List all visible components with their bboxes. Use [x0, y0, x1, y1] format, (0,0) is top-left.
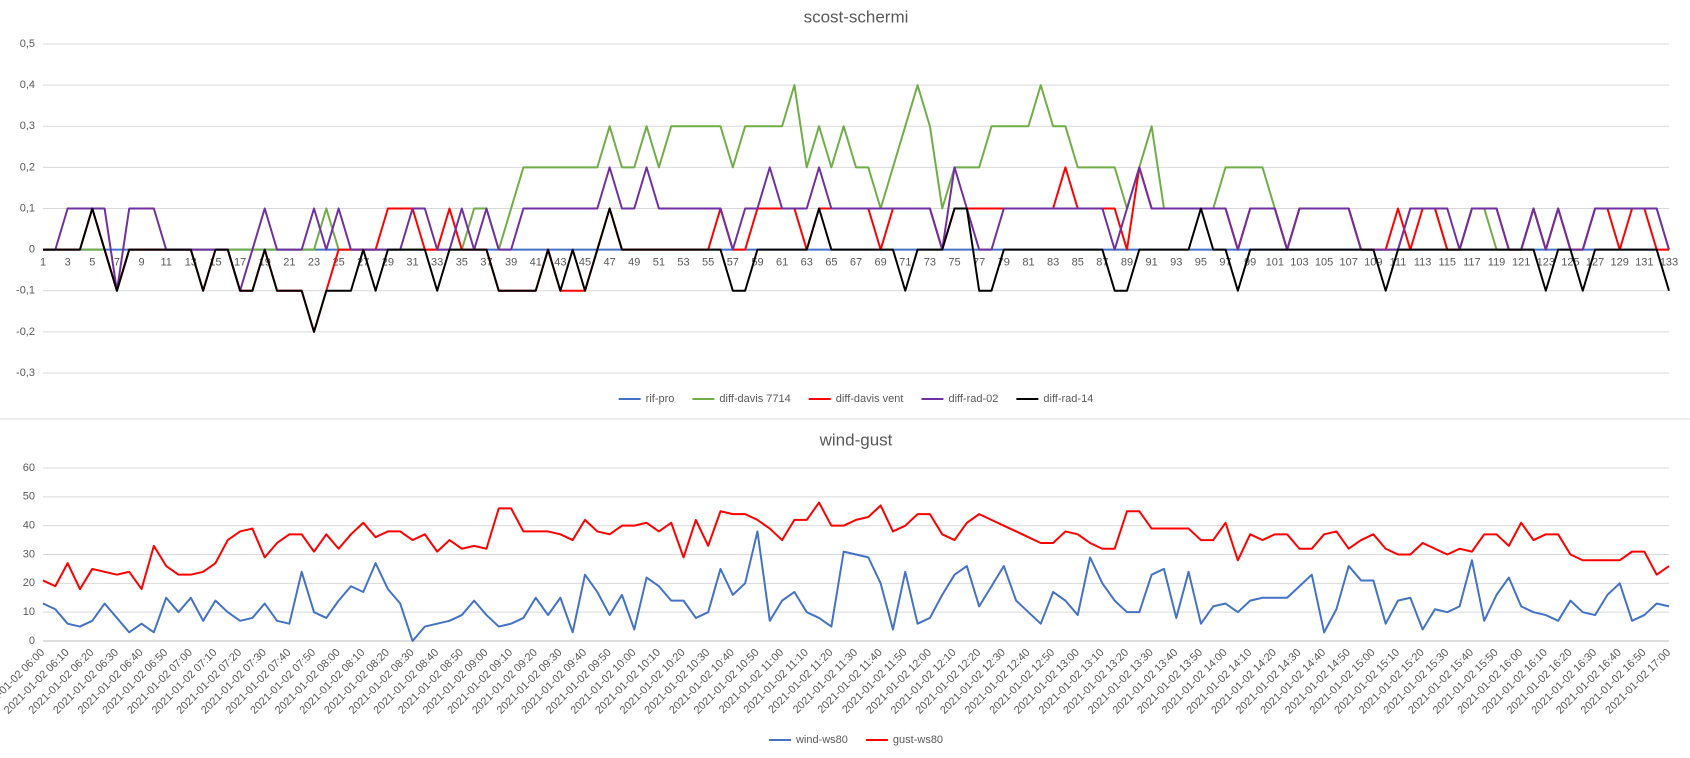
x-tick-label: 35 — [456, 257, 468, 269]
x-tick-label: 73 — [924, 257, 936, 269]
x-tick-label: 125 — [1561, 257, 1579, 269]
x-tick-label: 107 — [1340, 257, 1358, 269]
y-tick-label: 60 — [23, 462, 35, 474]
legend-label: diff-rad-02 — [948, 393, 998, 405]
legend-label: diff-davis 7714 — [719, 393, 790, 405]
series-line — [43, 207, 1670, 333]
x-tick-label: 47 — [604, 257, 616, 269]
x-tick-label: 41 — [530, 257, 542, 269]
x-tick-label: 119 — [1488, 257, 1506, 269]
y-tick-label: 20 — [23, 577, 35, 589]
x-tick-label: 1 — [40, 257, 46, 269]
x-tick-label: 95 — [1195, 257, 1207, 269]
y-tick-label: 0,2 — [20, 161, 35, 173]
x-tick-label: 65 — [825, 257, 837, 269]
y-tick-label: 0,3 — [20, 120, 35, 132]
x-tick-label: 89 — [1121, 257, 1133, 269]
y-tick-label: 50 — [23, 491, 35, 503]
x-tick-label: 3 — [65, 257, 71, 269]
x-tick-label: 103 — [1290, 257, 1308, 269]
x-tick-label: 7 — [114, 257, 120, 269]
series-line — [42, 501, 1670, 591]
x-tick-label: 33 — [431, 257, 443, 269]
x-tick-label: 75 — [948, 257, 960, 269]
x-tick-label: 61 — [776, 257, 788, 269]
x-tick-label: 17 — [234, 257, 246, 269]
x-tick-label: 93 — [1170, 257, 1182, 269]
x-tick-label: 11 — [160, 257, 171, 269]
chart-title: scost-schermi — [804, 7, 909, 26]
y-tick-label: 0,1 — [20, 202, 35, 214]
x-tick-label: 115 — [1438, 257, 1456, 269]
y-tick-label: 0,5 — [20, 38, 35, 50]
x-tick-label: 63 — [801, 257, 813, 269]
x-tick-label: 83 — [1047, 257, 1059, 269]
series-line — [42, 530, 1670, 642]
x-tick-label: 39 — [505, 257, 517, 269]
legend: rif-pro diff-davis 7714 diff-davis vent dif… — [618, 393, 1093, 405]
y-tick-label: 0 — [29, 635, 35, 647]
y-tick-label: -0,3 — [16, 367, 35, 379]
x-tick-label: 133 — [1660, 257, 1678, 269]
x-tick-label: 69 — [875, 257, 887, 269]
x-tick-label: 101 — [1266, 257, 1284, 269]
legend: wind-ws80 gust-ws80 — [768, 734, 943, 746]
legend-label: gust-ws80 — [893, 734, 943, 746]
x-tick-label: 53 — [677, 257, 689, 269]
x-tick-label: 131 — [1635, 257, 1653, 269]
x-tick-label: 85 — [1072, 257, 1084, 269]
x-tick-label: 5 — [89, 257, 95, 269]
x-tick-label: 117 — [1463, 257, 1481, 269]
x-tick-label: 123 — [1537, 257, 1555, 269]
y-tick-label: 30 — [23, 548, 35, 560]
x-tick-label: 49 — [628, 257, 640, 269]
legend-label: diff-davis vent — [836, 393, 904, 405]
x-tick-label: 21 — [283, 257, 295, 269]
x-tick-label: 105 — [1315, 257, 1333, 269]
x-tick-label: 121 — [1512, 257, 1530, 269]
x-tick-label: 23 — [308, 257, 320, 269]
legend-label: rif-pro — [646, 393, 675, 405]
legend-label: diff-rad-14 — [1043, 393, 1093, 405]
x-tick-label: 57 — [727, 257, 739, 269]
y-tick-label: 0 — [29, 244, 35, 256]
legend-label: wind-ws80 — [795, 734, 848, 746]
x-tick-label: 31 — [406, 257, 418, 269]
x-tick-label: 55 — [702, 257, 714, 269]
x-tick-label: 127 — [1586, 257, 1604, 269]
y-tick-label: -0,2 — [16, 326, 35, 338]
x-tick-label: 71 — [899, 257, 911, 269]
y-tick-label: 40 — [23, 520, 35, 532]
x-tick-label: 81 — [1022, 257, 1034, 269]
y-tick-label: -0,1 — [16, 285, 35, 297]
x-tick-label: 9 — [138, 257, 144, 269]
y-tick-label: 10 — [23, 606, 35, 618]
x-tick-label: 129 — [1611, 257, 1629, 269]
x-tick-label: 43 — [554, 257, 566, 269]
x-tick-label: 51 — [653, 257, 665, 269]
y-tick-label: 0,4 — [20, 79, 35, 91]
chart-title: wind-gust — [819, 430, 893, 449]
x-tick-label: 91 — [1146, 257, 1158, 269]
x-tick-label: 109 — [1364, 257, 1382, 269]
x-tick-label: 45 — [579, 257, 591, 269]
x-tick-label: 113 — [1414, 257, 1432, 269]
x-tick-label: 67 — [850, 257, 862, 269]
